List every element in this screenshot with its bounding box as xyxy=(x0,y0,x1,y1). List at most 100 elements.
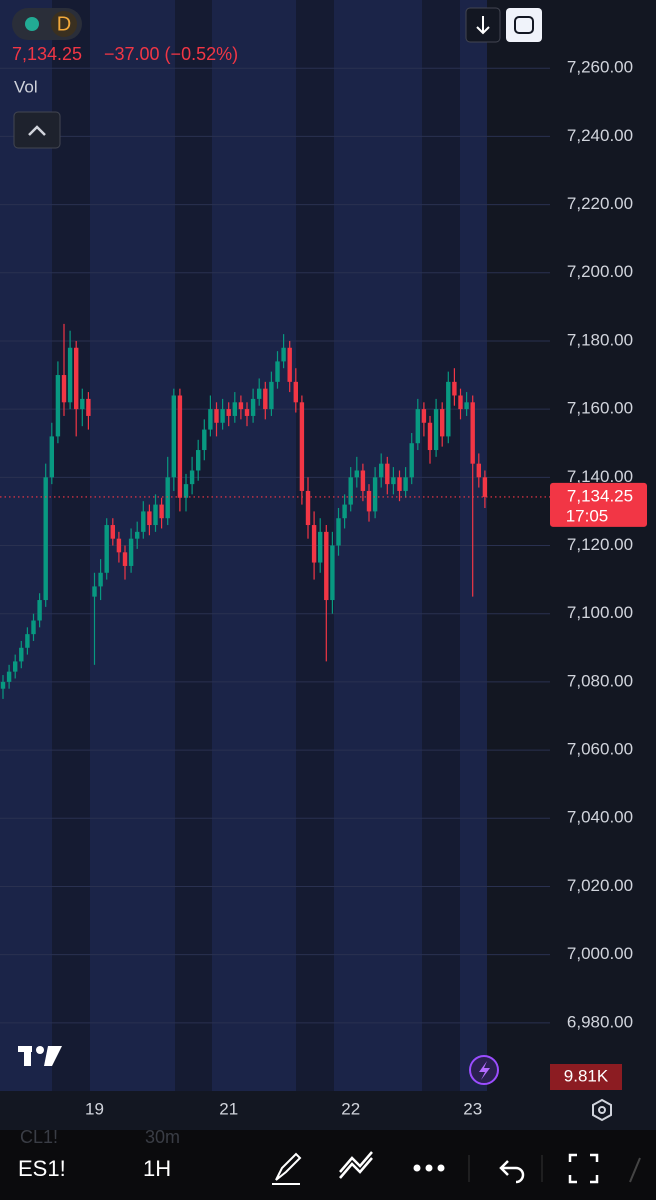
y-tick-label: 7,180.00 xyxy=(567,330,633,349)
candle-body xyxy=(208,409,213,430)
fullscreen-button[interactable] xyxy=(506,8,542,42)
x-tick-label: 23 xyxy=(463,1099,482,1118)
candle-body xyxy=(214,409,219,423)
y-tick-label: 7,140.00 xyxy=(567,467,633,486)
candle-body xyxy=(342,504,347,519)
candle-body xyxy=(220,409,225,423)
y-tick-label: 7,080.00 xyxy=(567,671,633,690)
candle-body xyxy=(354,470,359,478)
indicator-tool[interactable] xyxy=(339,1151,373,1179)
hidden-interval: 30m xyxy=(145,1127,180,1147)
candle-body xyxy=(43,477,48,601)
undo-tool[interactable] xyxy=(499,1160,525,1184)
toolbar-interval[interactable]: 1H xyxy=(143,1156,171,1181)
settings-dot xyxy=(598,1106,606,1114)
candle-body xyxy=(165,477,170,519)
candle-body xyxy=(433,409,439,451)
candle-body xyxy=(452,381,457,396)
fullscreen-tool[interactable] xyxy=(568,1153,599,1184)
candle-body xyxy=(177,395,183,498)
candle-body xyxy=(238,402,244,410)
candle-body xyxy=(55,375,61,437)
candle-body xyxy=(92,586,97,597)
candle-body xyxy=(458,395,463,410)
candle-body xyxy=(391,477,396,485)
candle-body xyxy=(409,443,414,478)
candle-body xyxy=(226,409,231,416)
y-tick-label: 6,980.00 xyxy=(567,1012,633,1031)
draw-tool[interactable] xyxy=(272,1152,302,1185)
candle-body xyxy=(135,531,140,539)
candle-body xyxy=(330,545,335,601)
candle-body xyxy=(263,388,268,410)
candle-body xyxy=(293,381,298,403)
candle-body xyxy=(324,531,329,601)
price-axis: 7,260.00 7,240.00 7,220.00 7,200.00 7,180.00… xyxy=(85,58,647,1118)
toolbar-symbol[interactable]: ES1! xyxy=(18,1156,66,1181)
candle-body xyxy=(31,620,36,635)
collapse-button[interactable] xyxy=(13,111,61,149)
candle-body xyxy=(61,375,67,403)
candle-body xyxy=(482,477,488,497)
candle-body xyxy=(379,463,384,478)
x-tick-label: 19 xyxy=(85,1099,104,1118)
candle-body xyxy=(122,552,128,566)
volume-legend: Vol xyxy=(14,77,38,96)
download-icon xyxy=(476,16,490,35)
candle-body xyxy=(49,436,54,478)
y-tick-label: 7,240.00 xyxy=(567,126,633,145)
volume-value: 9.81K xyxy=(564,1066,609,1085)
candle-body xyxy=(372,477,378,512)
y-tick-label: 7,120.00 xyxy=(567,535,633,554)
y-tick-label: 7,000.00 xyxy=(567,944,633,963)
candle-body xyxy=(360,470,366,491)
candle-body xyxy=(153,504,158,526)
y-tick-label: 7,260.00 xyxy=(567,58,633,77)
candle-body xyxy=(183,484,189,498)
fullscreen-icon xyxy=(514,16,534,34)
grid xyxy=(0,67,550,1024)
candle-body xyxy=(366,490,372,512)
candle-body xyxy=(110,525,115,539)
candle-body xyxy=(6,671,12,682)
more-tool[interactable] xyxy=(413,1164,445,1172)
candle-body xyxy=(202,429,207,451)
candle-body xyxy=(269,381,274,410)
candle-body xyxy=(0,681,6,689)
candle-body xyxy=(348,477,353,505)
last-price-box xyxy=(550,482,647,527)
candles xyxy=(0,323,550,699)
candle-body xyxy=(287,347,292,382)
y-tick-label: 7,060.00 xyxy=(567,740,633,759)
tv-logo xyxy=(18,1046,62,1066)
candle-body xyxy=(25,634,30,648)
candle-body xyxy=(415,409,420,444)
candle-body xyxy=(476,463,481,478)
price-change: −37.00 (−0.52%) xyxy=(104,44,238,64)
candle-body xyxy=(67,347,73,403)
candle-body xyxy=(385,463,390,485)
candle-body xyxy=(159,504,164,519)
volume-value-box xyxy=(550,1064,622,1090)
candle-body xyxy=(19,647,24,662)
candle-body xyxy=(171,395,176,478)
candle-body xyxy=(37,600,42,621)
candle-body xyxy=(196,450,201,471)
candle-body xyxy=(74,347,79,410)
candle-body xyxy=(305,490,311,526)
y-tick-label: 7,200.00 xyxy=(567,262,633,281)
candle-body xyxy=(250,398,256,416)
candle-body xyxy=(141,511,146,532)
y-tick-label: 7,020.00 xyxy=(567,876,633,895)
candle-body xyxy=(257,388,262,399)
candle-body xyxy=(116,538,122,553)
candle-body xyxy=(397,477,402,491)
candle-body xyxy=(446,381,451,437)
y-tick-label: 7,100.00 xyxy=(567,603,633,622)
status-dot xyxy=(25,17,39,31)
settings-icon[interactable] xyxy=(592,1098,612,1122)
candle-body xyxy=(403,477,408,491)
candle-body xyxy=(13,661,18,672)
y-tick-label: 7,220.00 xyxy=(567,194,633,213)
